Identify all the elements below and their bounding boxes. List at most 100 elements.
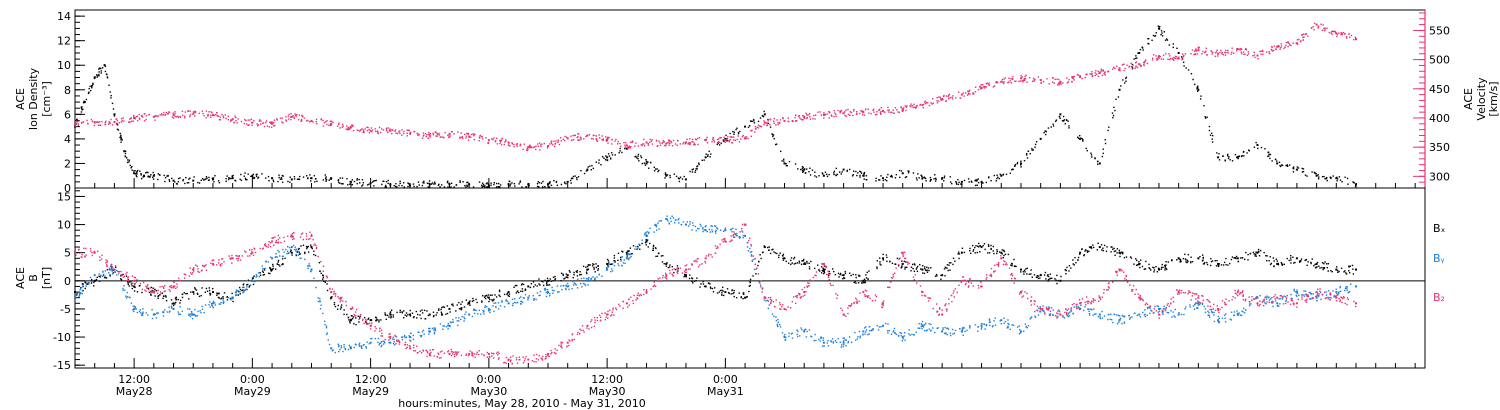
density-series-sample [1203, 104, 1205, 107]
density-series-point [1315, 174, 1318, 177]
density-series-sample [96, 76, 98, 78]
field-series-bx-sample [957, 251, 960, 253]
field-series-bx-sample [165, 299, 168, 302]
field-series-by-sample [512, 303, 514, 305]
field-series-bx-sample [1162, 266, 1164, 269]
field-series-by-sample [219, 303, 221, 305]
field-series-bx-sample [1201, 260, 1204, 262]
field-series-by-sample [384, 338, 386, 341]
field-series-by-sample [141, 314, 144, 317]
field-series-bx-sample [977, 246, 980, 248]
field-series-bx-sample [491, 294, 493, 296]
field-series-by-sample [1156, 305, 1158, 307]
velocity-series-sample [528, 144, 531, 147]
density-series-sample [538, 186, 540, 188]
field-series-by-sample [1204, 308, 1207, 310]
density-series-sample [762, 115, 765, 118]
field-series-bx-sample [536, 285, 538, 287]
field-series-bx-sample [1272, 257, 1275, 259]
density-series-sample [1062, 119, 1064, 122]
velocity-series-sample [1287, 41, 1289, 44]
field-series-by-sample [641, 239, 643, 241]
density-series-sample [1139, 48, 1142, 51]
field-series-bx-sample [675, 268, 677, 271]
density-series-sample [1325, 177, 1328, 179]
velocity-series-point [231, 118, 234, 121]
velocity-series-sample [572, 139, 575, 141]
field-series-bx-sample [853, 281, 856, 284]
field-series-by-sample [796, 335, 799, 338]
velocity-series-sample [163, 111, 165, 114]
velocity-series-sample [963, 95, 965, 97]
field-series-bx-sample [1001, 253, 1003, 255]
velocity-series-sample [128, 121, 130, 123]
density-series-sample [141, 177, 143, 180]
field-series-bx-sample [1179, 258, 1182, 261]
field-series-bx-sample [1245, 251, 1247, 254]
field-series-bx-sample [326, 289, 329, 292]
field-series-by-sample [473, 308, 475, 310]
velocity-series-sample [949, 96, 951, 99]
velocity-series-sample [473, 133, 475, 135]
field-series-by-sample [988, 318, 991, 320]
field-series-by-sample [781, 332, 784, 334]
velocity-series-sample [1246, 54, 1249, 56]
velocity-series-sample [590, 137, 593, 140]
velocity-series-sample [1056, 78, 1058, 80]
density-series-sample [691, 169, 693, 171]
velocity-series-sample [444, 131, 446, 134]
field-series-by-point [211, 302, 214, 305]
velocity-series-sample [1067, 81, 1070, 83]
velocity-series-sample [549, 143, 551, 145]
density-series-sample [780, 150, 782, 153]
velocity-series-sample [1091, 72, 1093, 75]
density-series-sample [1206, 116, 1208, 118]
field-series-bx-sample [270, 270, 273, 272]
field-series-bx-sample [1047, 278, 1050, 281]
field-series-by-sample [110, 269, 112, 271]
density-series-sample [164, 180, 166, 183]
field-series-bx-sample [1139, 259, 1142, 261]
velocity-series-sample [535, 148, 537, 151]
field-series-by-sample [608, 263, 610, 266]
density-series-sample [136, 175, 138, 178]
velocity-series-sample [245, 123, 248, 125]
density-series-sample [757, 120, 760, 123]
density-series-sample [157, 178, 159, 181]
density-series-sample [98, 75, 100, 77]
field-series-by-sample [102, 273, 105, 276]
velocity-series-sample [171, 116, 174, 118]
density-series-point [941, 177, 944, 180]
field-series-by-sample [1293, 288, 1295, 291]
velocity-series-sample [231, 119, 233, 121]
field-series-bx-sample [1218, 264, 1220, 266]
field-series-bx-sample [499, 295, 501, 298]
velocity-series-sample [315, 120, 317, 123]
velocity-series-sample [1212, 51, 1214, 54]
field-series-bx-sample [351, 318, 354, 320]
velocity-series-sample [416, 132, 418, 135]
velocity-series-sample [1243, 53, 1245, 56]
field-series-bx-sample [886, 260, 888, 263]
field-series-by-sample [488, 310, 490, 312]
field-series-bx-sample [337, 304, 339, 307]
density-series-sample [1097, 163, 1099, 165]
field-series-by-sample [1280, 297, 1282, 300]
velocity-series-sample [1146, 62, 1149, 65]
field-series-bx-sample [290, 249, 292, 252]
field-series-bx-sample [150, 294, 152, 296]
density-series-sample [1050, 126, 1052, 128]
velocity-series-sample [352, 129, 355, 132]
density-series-sample [140, 174, 142, 176]
field-series-by-sample [269, 256, 272, 258]
field-series-bx-sample [702, 283, 705, 285]
velocity-series-sample [1169, 58, 1171, 61]
field-series-bx-sample [547, 284, 549, 286]
field-series-by-sample [178, 313, 180, 316]
velocity-series-sample [1260, 53, 1262, 55]
field-series-bx-sample [127, 283, 129, 286]
field-series-bx-sample [916, 265, 919, 268]
field-series-bx-sample [333, 303, 336, 306]
field-series-bx-sample [1199, 255, 1201, 258]
field-series-bx-sample [793, 263, 796, 265]
